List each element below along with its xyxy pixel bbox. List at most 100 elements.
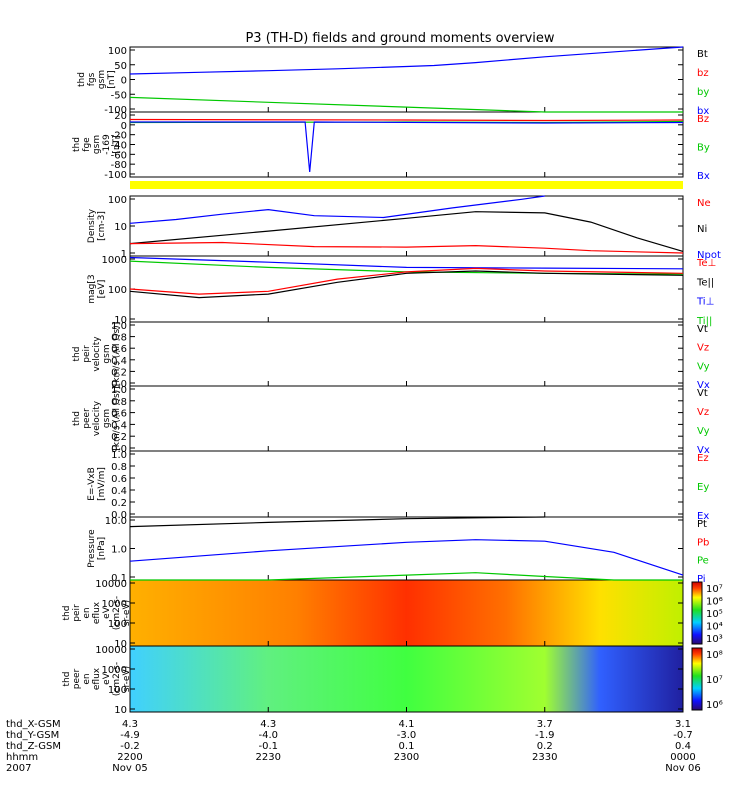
y-tick-label: 10 [114,705,127,716]
y-axis-label-line: (cm2-s- [112,662,122,696]
y-tick-label: 10.0 [105,516,127,527]
footer-value: -0.2 [120,741,140,752]
y-axis-label-line: mag[3 [87,274,97,303]
footer-label: hhmm [6,752,38,763]
y-tick-label: 0.4 [111,420,127,431]
y-axis-label: thd peir en eflux eV (cm2-s-sr-eV) [62,596,132,630]
y-axis-label-line: gsm [102,344,112,363]
y-tick-label: 0.2 [111,498,127,509]
y-axis-label: E=-VxB [mV/m] [87,467,107,501]
y-axis-label-line: [km/s (All Qs)] [112,386,122,450]
panel-peer-eflux: 10000 1000 100 10 thd peer en eflux eV (cm2-s-sr-… [62,645,723,716]
footer-label: thd_Y-GSM [6,730,59,741]
y-axis-label: thd fge gsm -169 [nT] [72,134,122,155]
y-axis-label-line: thd [72,411,82,426]
legend-efield: Ex [697,511,709,522]
y-axis-label: thd fgs gsm [nT] [77,70,117,89]
y-tick-label: -50 [111,90,127,101]
legend-fgs: bx [697,106,709,117]
y-axis-label-line: sr-eV) [122,600,132,626]
footer-value: -4.9 [120,730,140,741]
y-tick-label: 0.4 [111,486,127,497]
panel-frame [129,516,684,581]
legend-pressure: Pb [697,537,709,548]
y-axis-label: Density [cm-3] [87,208,107,243]
y-tick-label: 10 [114,222,127,233]
footer-value: Nov 05 [112,763,147,774]
legend-peer-velocity: Vx [697,445,710,456]
y-axis-label-line: peir [82,345,92,363]
y-tick-label: -20 [111,131,127,142]
colorbar-tick-label: 10⁷ [706,584,723,595]
series-fgs-by [129,96,683,113]
footer-value: 0.2 [537,741,553,752]
legend-peer-velocity: Vz [697,407,709,418]
footer-value: 4.3 [122,719,138,730]
legend-pressure: Pi [697,574,706,585]
series-temperature-Te⊥ [129,267,684,295]
y-tick-label: 100 [108,619,127,630]
legend-peir-velocity: Vx [697,380,710,391]
y-tick-label: 1000 [102,255,127,266]
y-tick-label: 10000 [95,579,127,590]
legend-fge: Bx [697,171,710,182]
panel-frame [129,450,684,518]
legend-temp: Te|| [696,277,714,288]
y-axis-label-line: gsm [102,409,112,428]
y-axis-label-line: velocity [92,400,102,436]
footer-value: -0.1 [258,741,278,752]
y-axis-label-line: E=-VxB [87,467,97,501]
y-tick-label: 0.0 [111,510,127,521]
series-density-Ne [129,241,684,254]
footer-value: Nov 06 [665,763,700,774]
footer-value: -0.7 [673,730,693,741]
y-axis-label-line: gsm [92,135,102,154]
legend-peer-velocity: Vt [697,388,708,399]
y-axis-label-line: eV [102,606,112,619]
y-tick-label: -100 [104,170,127,181]
y-tick-label: 50 [114,61,127,72]
y-tick-label: 0.6 [111,474,127,485]
y-axis-label-line: eflux [92,601,102,624]
footer-label: thd_X-GSM [6,719,61,730]
y-tick-label: 0 [121,76,127,87]
y-axis-label: thd peir velocity gsm [km/s (All Qs)] [72,322,122,386]
y-tick-label: 10000 [95,645,127,656]
y-axis-label-line: [nPa] [97,537,107,560]
legend-peer-velocity: Vy [697,426,710,437]
y-tick-label: 0.8 [111,333,127,344]
footer-value: 3.1 [675,719,691,730]
y-tick-label: 1000 [102,599,127,610]
y-axis-label-line: thd [72,347,82,362]
spectrogram-peer-eflux [130,646,683,712]
footer-label: thd_Z-GSM [6,741,61,752]
colorbar [691,647,703,711]
panel-temp: 1000 100 10 mag[3 [eV] Te⊥ Te|| Ti⊥ Ti|| [87,255,716,327]
series-temperature-Ti⊥ [129,256,684,270]
y-axis-label-line: Pressure [87,529,97,568]
y-axis-label: Pressure [nPa] [87,529,107,568]
colorbar-tick-label: 10⁴ [706,622,723,633]
y-axis-label-line: sr-eV) [122,666,132,692]
y-axis-label-line: peir [72,604,82,622]
footer-value: 2330 [532,752,557,763]
y-axis-label-line: [nT] [107,70,117,88]
y-tick-label: 0.6 [111,344,127,355]
y-tick-label: 100 [108,685,127,696]
panel-pressure: 10.0 1.0 0.1 Pressure [nPa] Pt Pb Pe Pi [87,516,709,585]
y-tick-label: 0.8 [111,462,127,473]
series-fge-Bz [129,118,684,122]
footer-value: 0000 [670,752,695,763]
legend-peir-velocity: Vz [697,343,709,354]
y-axis-label-line: en [82,673,92,684]
legend-peir-velocity: Vy [697,361,710,372]
y-axis-label-line: -169 [102,134,112,155]
footer-value: 0.1 [399,741,415,752]
y-axis-label-line: [km/s (All Qs)] [112,322,122,386]
y-tick-label: 10 [114,639,127,650]
y-tick-label: 0.0 [111,444,127,455]
y-axis-label-line: [mV/m] [97,467,107,501]
y-axis-label-line: eV [102,672,112,685]
colorbar-tick-label: 10⁵ [706,609,723,620]
